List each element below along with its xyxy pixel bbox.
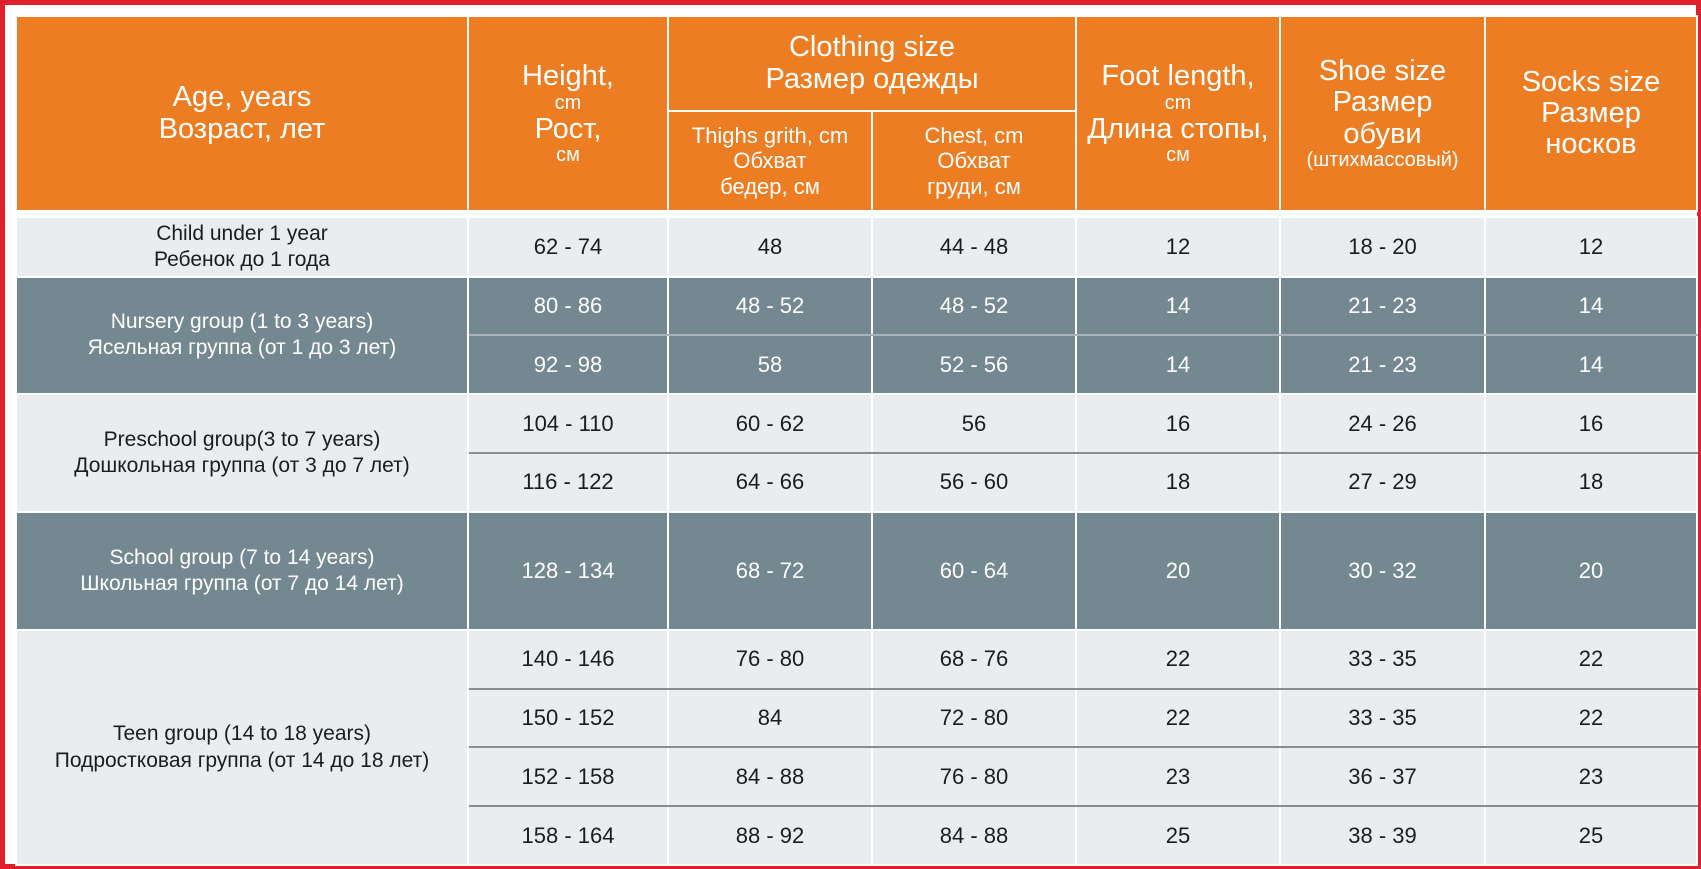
height-cell: 104 - 110 <box>467 393 669 454</box>
height-cell: 80 - 86 <box>467 275 669 337</box>
foot-cell: 20 <box>1075 510 1281 632</box>
foot-cell: 12 <box>1075 216 1281 278</box>
height-cell: 92 - 98 <box>467 334 669 396</box>
socks-cell: 25 <box>1484 805 1698 866</box>
height-cell: 116 - 122 <box>467 451 669 513</box>
shoe-cell: 33 - 35 <box>1279 629 1486 690</box>
height-cell: 128 - 134 <box>467 510 669 632</box>
foot-cell: 25 <box>1075 805 1281 866</box>
socks-cell: 14 <box>1484 334 1698 396</box>
socks-cell: 23 <box>1484 746 1698 808</box>
table-row: 116 - 122 64 - 66 56 - 60 18 27 - 29 18 <box>16 451 1698 513</box>
table-row: 158 - 164 88 - 92 84 - 88 25 38 - 39 25 <box>16 805 1698 866</box>
chest-cell: 56 <box>871 393 1077 454</box>
header-thighs-girth: Thighs grith, cm Обхват бедер, см <box>667 110 873 212</box>
chest-cell: 76 - 80 <box>871 746 1077 808</box>
chest-cell: 44 - 48 <box>871 216 1077 278</box>
chest-cell: 52 - 56 <box>871 334 1077 396</box>
socks-cell: 18 <box>1484 451 1698 513</box>
chest-cell: 72 - 80 <box>871 687 1077 749</box>
foot-cell: 16 <box>1075 393 1281 454</box>
table-row: 150 - 152 84 72 - 80 22 33 - 35 22 <box>16 687 1698 749</box>
height-cell: 150 - 152 <box>467 687 669 749</box>
table-row: Teen group (14 to 18 years) Подростковая … <box>15 629 1698 866</box>
header-foot-length: Foot length, cm Длина стопы, см <box>1075 15 1281 212</box>
thighs-cell: 84 - 88 <box>667 746 873 808</box>
socks-cell: 22 <box>1484 687 1698 749</box>
socks-cell: 20 <box>1484 510 1698 632</box>
thighs-cell: 58 <box>667 334 873 396</box>
group-nursery: Nursery group (1 to 3 years) Ясельная гру… <box>15 275 469 396</box>
table-row: Preschool group(3 to 7 years) Дошкольная … <box>15 393 1698 513</box>
group-child-under-1: Child under 1 year Ребенок до 1 года <box>15 216 469 278</box>
shoe-cell: 38 - 39 <box>1279 805 1486 866</box>
thighs-cell: 68 - 72 <box>667 510 873 632</box>
shoe-cell: 21 - 23 <box>1279 334 1486 396</box>
table-row: Nursery group (1 to 3 years) Ясельная гру… <box>15 275 1698 396</box>
chest-cell: 48 - 52 <box>871 275 1077 337</box>
table-row: School group (7 to 14 years) Школьная гру… <box>15 510 1698 632</box>
header-socks-size: Socks size Размер носков <box>1484 15 1698 212</box>
thighs-cell: 76 - 80 <box>667 629 873 690</box>
chest-cell: 68 - 76 <box>871 629 1077 690</box>
table-row: 92 - 98 58 52 - 56 14 21 - 23 14 <box>16 334 1698 396</box>
size-chart-table: Age, years Возраст, лет Height, cm Рост,… <box>15 15 1698 866</box>
shoe-cell: 27 - 29 <box>1279 451 1486 513</box>
header-clothing-size: Clothing size Размер одежды <box>667 15 1077 112</box>
chest-cell: 60 - 64 <box>871 510 1077 632</box>
height-cell: 140 - 146 <box>467 629 669 690</box>
socks-cell: 14 <box>1484 275 1698 337</box>
thighs-cell: 64 - 66 <box>667 451 873 513</box>
thighs-cell: 88 - 92 <box>667 805 873 866</box>
header-age: Age, years Возраст, лет <box>15 15 469 212</box>
foot-cell: 14 <box>1075 275 1281 337</box>
foot-cell: 14 <box>1075 334 1281 396</box>
height-cell: 152 - 158 <box>467 746 669 808</box>
header-chest: Chest, cm Обхват груди, см <box>871 110 1077 212</box>
table-row: Child under 1 year Ребенок до 1 года 62 -… <box>15 216 1698 278</box>
shoe-cell: 24 - 26 <box>1279 393 1486 454</box>
foot-cell: 22 <box>1075 687 1281 749</box>
height-cell: 62 - 74 <box>467 216 669 278</box>
chest-cell: 56 - 60 <box>871 451 1077 513</box>
thighs-cell: 48 - 52 <box>667 275 873 337</box>
header-shoe-size: Shoe size Размер обуви (штихмассовый) <box>1279 15 1486 212</box>
foot-cell: 22 <box>1075 629 1281 690</box>
group-school: School group (7 to 14 years) Школьная гру… <box>15 510 469 632</box>
foot-cell: 23 <box>1075 746 1281 808</box>
thighs-cell: 84 <box>667 687 873 749</box>
group-teen: Teen group (14 to 18 years) Подростковая … <box>15 629 469 866</box>
table-row: 152 - 158 84 - 88 76 - 80 23 36 - 37 23 <box>16 746 1698 808</box>
shoe-cell: 30 - 32 <box>1279 510 1486 632</box>
shoe-cell: 36 - 37 <box>1279 746 1486 808</box>
shoe-cell: 18 - 20 <box>1279 216 1486 278</box>
socks-cell: 12 <box>1484 216 1698 278</box>
header-height: Height, cm Рост, см <box>467 15 669 212</box>
group-preschool: Preschool group(3 to 7 years) Дошкольная … <box>15 393 469 513</box>
chest-cell: 84 - 88 <box>871 805 1077 866</box>
shoe-cell: 33 - 35 <box>1279 687 1486 749</box>
shoe-cell: 21 - 23 <box>1279 275 1486 337</box>
foot-cell: 18 <box>1075 451 1281 513</box>
socks-cell: 16 <box>1484 393 1698 454</box>
thighs-cell: 48 <box>667 216 873 278</box>
socks-cell: 22 <box>1484 629 1698 690</box>
height-cell: 158 - 164 <box>467 805 669 866</box>
thighs-cell: 60 - 62 <box>667 393 873 454</box>
